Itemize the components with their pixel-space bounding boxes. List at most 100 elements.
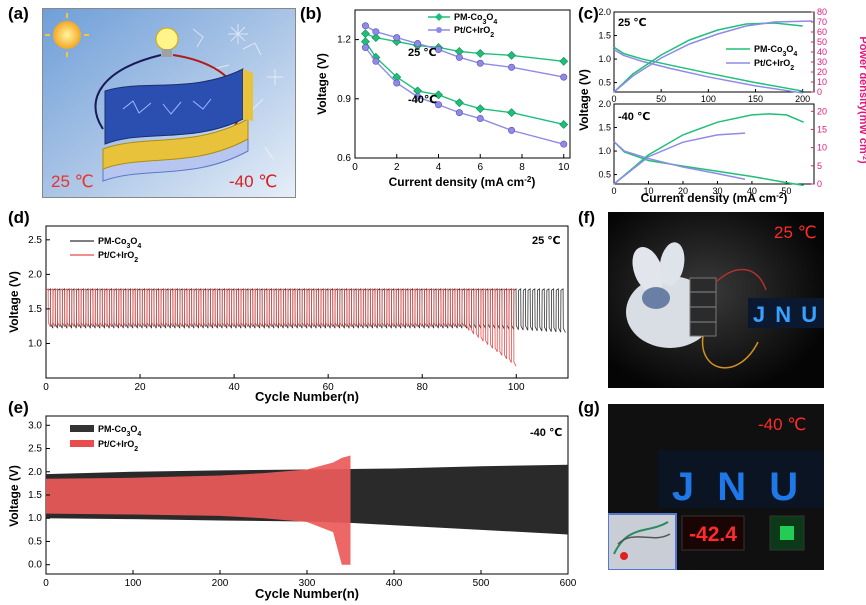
panel-e-ytick: 1.0 <box>28 513 42 524</box>
panel-c-bottom-xtick: 30 <box>712 186 722 196</box>
panel-c-bottom-y2tick: 0 <box>817 179 822 189</box>
panel-f-photo: J N U 25 ℃ <box>608 212 824 388</box>
panel-c-bottom-ytick: 1.0 <box>598 146 611 156</box>
panel-b-point <box>414 40 422 48</box>
panel-b-xtick: 4 <box>436 162 442 173</box>
panel-b-ylabel: Voltage (V) <box>315 53 329 115</box>
lightbulb-icon <box>155 27 179 57</box>
panel-c-ylabel: Voltage (V) <box>578 69 591 131</box>
panel-b-xlabel: Current density (mA cm-2) <box>389 175 536 190</box>
panel-b-point <box>508 63 516 71</box>
panel-e-legend-swatch <box>70 440 94 447</box>
panel-b-point <box>434 45 442 53</box>
panel-c-bottom-y2tick: 5 <box>817 161 822 171</box>
panel-d-legend-label: PM-Co3O4 <box>98 236 141 250</box>
panel-e-label: (e) <box>8 398 29 417</box>
panel-e-xtick: 200 <box>212 578 229 589</box>
panel-e-ytick: 2.0 <box>28 467 42 478</box>
panel-b-point <box>455 109 463 117</box>
panel-e-legend-label: Pt/C+IrO2 <box>98 439 138 453</box>
panel-c-top-xtick: 0 <box>611 94 616 104</box>
panel-d-xtick: 0 <box>43 382 49 393</box>
panel-b-label: (b) <box>300 4 322 23</box>
panel-b-point <box>434 90 443 100</box>
panel-b-legend-label: Pt/C+IrO2 <box>454 25 494 39</box>
panel-b-ytick: 0.6 <box>337 153 351 164</box>
panel-e-ytick: 3.0 <box>28 420 42 431</box>
panel-c-bottom-y2tick: 20 <box>817 106 827 116</box>
panel-b-point <box>560 73 568 81</box>
panel-b-point <box>560 140 568 148</box>
panel-c-chart: 0 50 100 150 2000.51.01.52.00102030405060708… <box>578 7 866 204</box>
panel-e-xtick: 300 <box>299 578 316 589</box>
panel-a-illustration: 25 ℃ -40 ℃ <box>42 8 296 198</box>
panel-e-ytick: 2.5 <box>28 444 42 455</box>
panel-g-photo: J N U -40 ℃ -42.4 <box>608 404 824 570</box>
panel-b-point <box>393 34 401 42</box>
panel-b-legend-marker <box>436 27 442 33</box>
panel-b-point <box>361 43 369 51</box>
panel-b-point <box>361 29 370 39</box>
panel-d-ytick: 1.5 <box>28 304 42 315</box>
panel-c-top-y2tick: 50 <box>817 37 827 47</box>
panel-b-chart: 0 2 4 6 8 10 0.6 0.9 1.2 Voltage (V) Current den… <box>315 9 571 190</box>
panel-b-point <box>455 53 463 61</box>
panel-b-series-line <box>364 47 564 145</box>
panel-e-xtick: 400 <box>386 578 403 589</box>
panel-f-led-board <box>748 298 824 328</box>
panel-b-annotation-minus40: -40℃ <box>408 94 437 106</box>
panel-c-bottom-ytick: 2.0 <box>598 99 611 109</box>
panel-d-ytick: 2.5 <box>28 235 42 246</box>
flexible-battery-icon <box>102 68 253 182</box>
panel-b-xtick: 0 <box>352 162 358 173</box>
panel-b-point <box>371 33 381 43</box>
panel-e-ylabel: Voltage (V) <box>7 465 21 527</box>
panel-d-xtick: 20 <box>134 382 146 393</box>
panel-e-cycling-band <box>46 455 351 565</box>
panel-b-point <box>476 59 484 67</box>
panel-b-legend-marker <box>435 13 443 21</box>
panel-c-top-ytick: 1.0 <box>598 54 611 64</box>
panel-c-bottom-ytick: 0.5 <box>598 170 611 180</box>
panel-g-led-sign: J N U <box>672 465 804 509</box>
panel-b-point <box>475 48 485 58</box>
panel-b-point <box>507 50 516 60</box>
panel-b-ytick: 1.2 <box>337 35 351 46</box>
panel-b-point <box>414 93 422 101</box>
panel-b-xtick: 6 <box>477 162 483 173</box>
panel-b-point <box>559 120 569 129</box>
panel-c-bottom-frame <box>613 103 815 185</box>
panel-b-point <box>454 98 464 108</box>
panel-f-label: (f) <box>578 208 595 227</box>
panel-c-bottom-voltage-curve <box>613 141 746 181</box>
panel-d-frame <box>45 225 569 379</box>
panel-c-bottom-y2tick: 15 <box>817 124 827 134</box>
panel-c-top-ytick: 2.0 <box>598 7 611 17</box>
panel-b-point <box>361 22 369 30</box>
panel-b-point <box>507 108 516 118</box>
panel-c-top-power-curve <box>613 20 813 93</box>
panel-a-temp-cold: -40 ℃ <box>229 172 277 191</box>
panel-b-xtick: 10 <box>558 162 570 173</box>
panel-g-label: (g) <box>578 398 600 417</box>
panel-b-point <box>475 104 485 114</box>
panel-c-bottom-xtick: 20 <box>678 186 688 196</box>
panel-c-top-xtick: 150 <box>748 94 763 104</box>
panel-d-xlabel: Cycle Number(n) <box>255 389 359 404</box>
panel-d-temp: 25 ℃ <box>532 235 561 247</box>
panel-b-point <box>434 101 442 109</box>
panel-d-ylabel: Voltage (V) <box>7 271 21 333</box>
panel-d-xtick: 40 <box>229 382 241 393</box>
panel-f-temp: 25 ℃ <box>774 223 817 242</box>
panel-c-legend-label: PM-Co3O4 <box>754 44 797 58</box>
panel-b-legend-label: PM-Co3O4 <box>454 12 497 26</box>
panel-b-xtick: 2 <box>394 162 400 173</box>
panel-b-point <box>559 56 569 66</box>
panel-c-legend-label: Pt/C+IrO2 <box>754 58 794 72</box>
panel-c-bottom-xtick: 50 <box>781 186 791 196</box>
panel-c-top-voltage-curve <box>613 49 803 94</box>
panel-a-label: (a) <box>8 4 29 23</box>
panel-c-bottom-power-curve <box>613 113 804 185</box>
panel-e-legend-label: PM-Co3O4 <box>98 424 141 438</box>
panel-e-chart: 0 100 200 300 400 500 600 0.0 0.5 1.0 1.5 2.0 2.5 3.0… <box>7 415 576 601</box>
